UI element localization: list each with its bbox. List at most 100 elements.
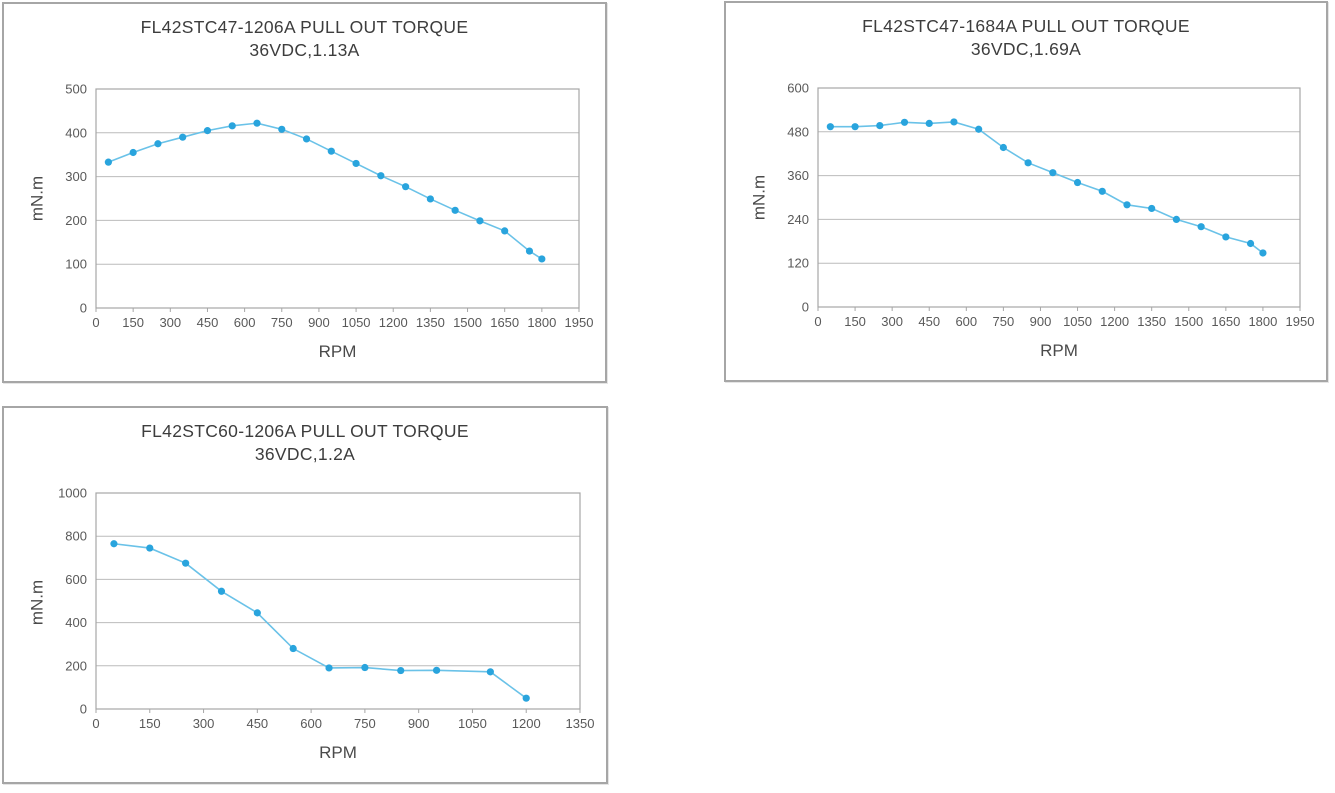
x-tick-label: 1050: [342, 315, 371, 330]
x-tick-label: 900: [308, 315, 330, 330]
x-tick-label: 150: [844, 314, 866, 329]
chart-title: FL42STC60-1206A PULL OUT TORQUE: [141, 421, 469, 441]
x-tick-label: 1050: [1063, 314, 1092, 329]
data-point-marker: [1222, 233, 1230, 241]
data-point-marker: [538, 255, 546, 263]
x-tick-label: 1200: [1100, 314, 1129, 329]
chart-panel-fl42stc47-1684a: 0 150 300 450 600 750 900 1050 1200 1350 1500 1650 1…: [724, 1, 1328, 382]
data-point-marker: [1123, 201, 1131, 209]
data-point-marker: [278, 125, 286, 133]
data-point-marker: [1049, 169, 1057, 177]
x-axis-title: RPM: [318, 342, 357, 361]
x-tick-label: 750: [271, 315, 293, 330]
data-point-marker: [325, 664, 333, 672]
data-point-marker: [851, 123, 859, 131]
y-axis-title: mN.m: [749, 174, 769, 221]
data-point-marker: [1024, 159, 1032, 167]
data-point-marker: [377, 172, 385, 180]
chart-subtitle: 36VDC,1.2A: [254, 444, 356, 464]
data-point-marker: [486, 668, 494, 676]
data-point-marker: [361, 663, 369, 672]
data-point-marker: [327, 147, 335, 155]
y-tick-label: 200: [65, 213, 87, 228]
x-tick-label: 150: [122, 315, 144, 330]
data-point-marker: [253, 609, 261, 617]
plot-area: 0 150 300 450 600 750 900 1050 1200 1350 0 200 400 60…: [58, 486, 595, 732]
x-tick-label: 1200: [379, 315, 408, 330]
data-point-marker: [402, 183, 410, 191]
y-axis-title: mN.m: [27, 579, 47, 626]
x-tick-label: 1950: [1286, 314, 1315, 329]
x-tick-label: 900: [408, 716, 430, 731]
chart-title: FL42STC47-1684A PULL OUT TORQUE: [862, 16, 1190, 36]
x-tick-label: 750: [354, 716, 376, 731]
x-tick-label: 1050: [458, 716, 487, 731]
x-tick-label: 0: [814, 314, 821, 329]
x-tick-label: 750: [993, 314, 1015, 329]
y-tick-label: 400: [65, 125, 87, 140]
data-point-marker: [217, 587, 226, 595]
data-point-marker: [1172, 215, 1181, 223]
data-point-marker: [179, 133, 187, 141]
y-tick-label: 360: [787, 168, 809, 183]
x-tick-label: 600: [234, 315, 256, 330]
data-point-marker: [925, 119, 933, 128]
plot-border: [95, 492, 581, 710]
y-axis-title: mN.m: [27, 175, 47, 222]
x-tick-label: 1950: [565, 315, 594, 330]
y-tick-label: 120: [787, 256, 809, 271]
data-point-marker: [203, 127, 212, 135]
data-point-marker: [182, 559, 190, 567]
chart-title: FL42STC47-1206A PULL OUT TORQUE: [140, 17, 469, 37]
data-point-marker: [1098, 187, 1106, 195]
data-point-marker: [1197, 223, 1205, 231]
x-tick-label: 450: [918, 314, 940, 329]
x-tick-label: 1350: [566, 716, 595, 731]
x-tick-label: 150: [139, 716, 161, 731]
x-tick-label: 1500: [1174, 314, 1203, 329]
x-axis-title: RPM: [1040, 341, 1078, 360]
data-point-marker: [228, 122, 236, 130]
data-point-marker: [253, 119, 261, 127]
data-point-marker: [104, 158, 112, 166]
x-tick-label: 1200: [512, 716, 541, 731]
y-tick-label: 0: [802, 300, 809, 315]
y-tick-label: 400: [65, 615, 87, 630]
data-point-marker: [525, 247, 534, 255]
data-point-marker: [397, 666, 405, 675]
data-point-marker: [451, 206, 459, 214]
data-point-marker: [352, 159, 360, 168]
data-point-marker: [129, 148, 137, 157]
data-point-marker: [426, 195, 434, 203]
x-tick-label: 300: [881, 314, 903, 329]
y-tick-label: 600: [65, 572, 87, 587]
chart-panel-fl42stc47-1206a: 0 150 300 450 600 750 900 1050 1200 1350 1500 1650 1…: [2, 2, 607, 383]
y-tick-label: 200: [65, 658, 87, 673]
data-point-marker: [876, 121, 884, 130]
data-point-marker: [1148, 204, 1156, 213]
data-point-marker: [975, 125, 983, 133]
y-tick-label: 800: [65, 529, 87, 544]
x-tick-label: 1800: [527, 315, 556, 330]
data-point-marker: [154, 140, 162, 148]
x-tick-label: 300: [193, 716, 215, 731]
y-tick-label: 0: [80, 702, 87, 717]
x-tick-label: 1800: [1248, 314, 1277, 329]
y-tick-label: 600: [787, 81, 809, 96]
data-point-marker: [146, 544, 154, 552]
x-tick-label: 300: [159, 315, 181, 330]
data-point-marker: [826, 123, 834, 131]
torque-curve: [830, 121, 1264, 254]
data-point-marker: [950, 118, 958, 126]
data-point-marker: [999, 143, 1007, 152]
x-tick-label: 1350: [1137, 314, 1166, 329]
x-tick-label: 1500: [453, 315, 482, 330]
data-point-marker: [501, 227, 509, 235]
plot-area: 0 150 300 450 600 750 900 1050 1200 1350 1500 1650 1…: [787, 81, 1315, 330]
x-tick-label: 600: [300, 716, 322, 731]
data-point-marker: [476, 217, 484, 225]
plot-border: [817, 87, 1301, 308]
data-point-marker: [110, 540, 118, 548]
y-tick-label: 480: [787, 124, 809, 139]
x-tick-label: 450: [246, 716, 268, 731]
